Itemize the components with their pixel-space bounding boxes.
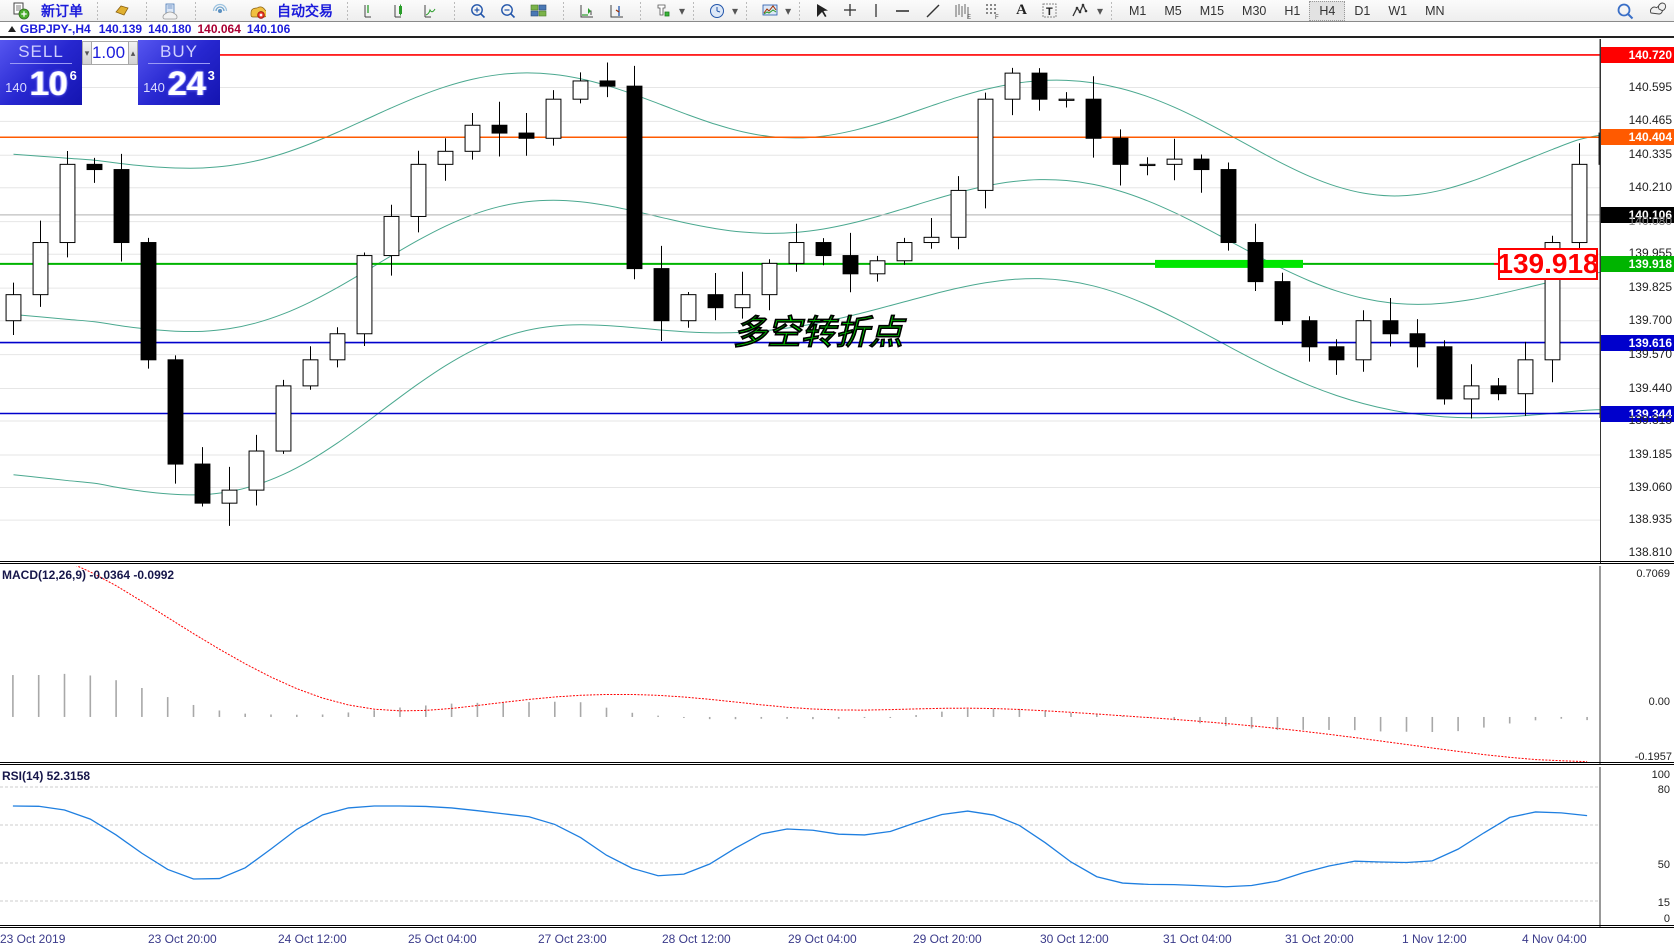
svg-text:E: E bbox=[967, 15, 971, 20]
svg-text:T: T bbox=[1046, 6, 1053, 18]
svg-text:多空转折点: 多空转折点 bbox=[733, 314, 907, 352]
svg-text:F: F bbox=[995, 15, 999, 20]
